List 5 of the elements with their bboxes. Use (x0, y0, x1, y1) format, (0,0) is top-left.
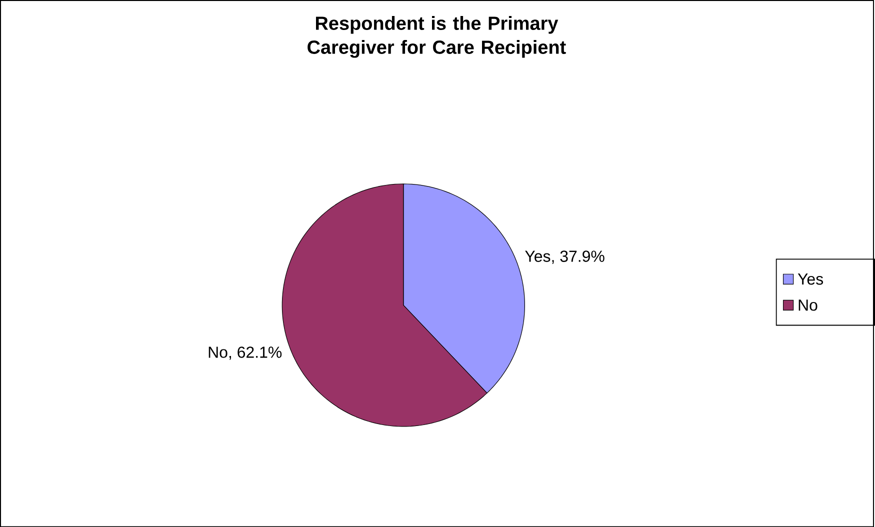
data-label: No, 62.1% (208, 346, 282, 360)
data-label: Yes, 37.9% (525, 250, 604, 264)
legend-label: Yes (798, 273, 824, 285)
legend-label: No (798, 300, 818, 311)
chart-title: Respondent is the Primary Caregiver for Care Recipient (308, 16, 566, 58)
